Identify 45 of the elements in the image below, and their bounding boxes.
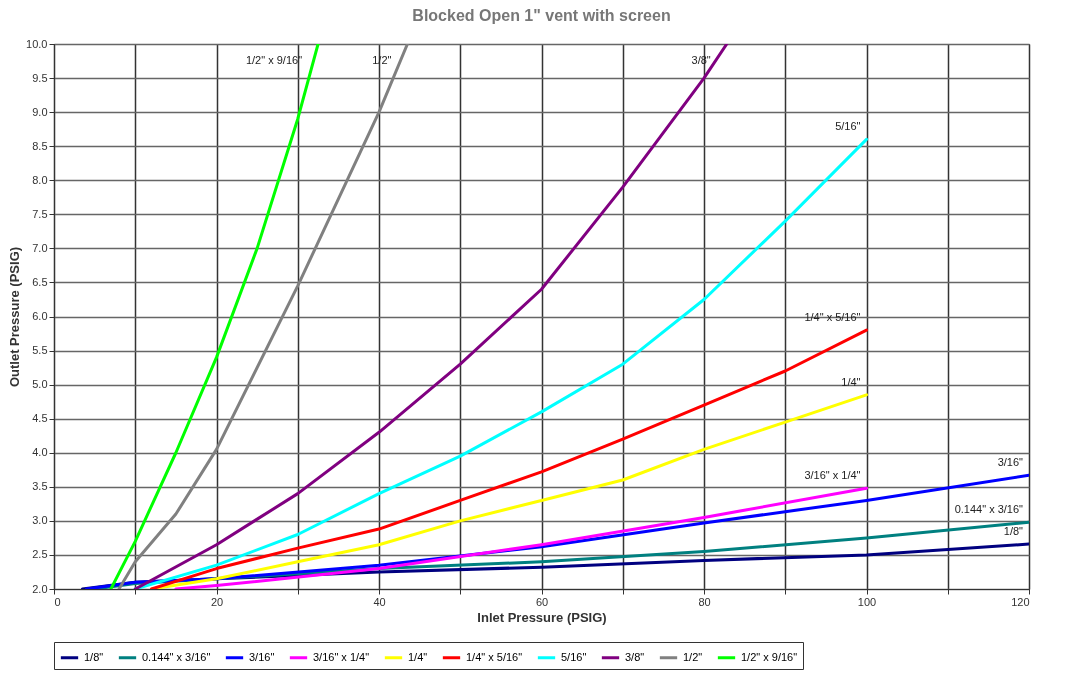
x-tick-label: 0 (54, 595, 61, 608)
y-tick-label: 4.0 (32, 446, 48, 459)
x-tick-label: 80 (698, 595, 711, 608)
line-series (174, 486, 868, 589)
y-tick-label: 4.5 (32, 412, 48, 425)
legend-label: 5/16" (561, 650, 587, 663)
y-tick-label: 10.0 (26, 37, 48, 50)
legend-label: 1/4" (408, 650, 428, 663)
legend-label: 3/16" (249, 650, 275, 663)
x-tick-label: 40 (373, 595, 386, 608)
y-tick-label: 2.0 (32, 582, 48, 595)
legend-label: 0.144" x 3/16" (142, 650, 211, 663)
y-tick-label: 5.0 (32, 378, 48, 391)
y-tick-label: 6.0 (32, 310, 48, 322)
x-tick-label: 20 (210, 595, 224, 608)
line-series (150, 328, 868, 589)
y-tick-label: 7.0 (32, 241, 48, 254)
y-tick-label: 9.5 (32, 71, 48, 84)
x-tick-label: 100 (857, 595, 877, 608)
y-axis-title: Outlet Pressure (PSIG) (7, 246, 23, 388)
text: 3/16" x 1/4" (804, 469, 861, 482)
text: 3/16" (997, 456, 1023, 469)
legend-label: 3/16" x 1/4" (313, 650, 370, 663)
legend-label: 3/8" (625, 650, 645, 663)
y-tick-label: 8.5 (32, 139, 48, 152)
chart-title: Blocked Open 1" vent with screen (412, 7, 671, 24)
y-tick-label: 8.0 (32, 173, 48, 186)
text: 0.144" x 3/16" (954, 503, 1023, 516)
y-tick-label: 3.5 (32, 480, 48, 493)
legend-label: 1/2" x 9/16" (741, 650, 798, 663)
text: 1/4" (841, 375, 861, 388)
legend-label: 1/8" (84, 650, 104, 663)
y-tick-label: 9.0 (32, 105, 48, 118)
text: 5/16" (835, 120, 861, 133)
x-tick-label: 120 (1011, 595, 1030, 608)
legend-label: 1/2" (683, 650, 703, 663)
y-tick-label: 5.5 (32, 344, 48, 357)
text: 1/8" (1003, 525, 1023, 538)
y-tick-label: 2.5 (32, 548, 48, 561)
y-tick-label: 6.5 (32, 275, 48, 288)
x-axis-title: Inlet Pressure (PSIG) (477, 609, 607, 625)
x-tick-label: 60 (535, 595, 549, 608)
legend-label: 1/4" x 5/16" (466, 650, 523, 663)
y-tick-label: 7.5 (32, 207, 48, 220)
y-tick-label: 3.0 (32, 514, 48, 527)
